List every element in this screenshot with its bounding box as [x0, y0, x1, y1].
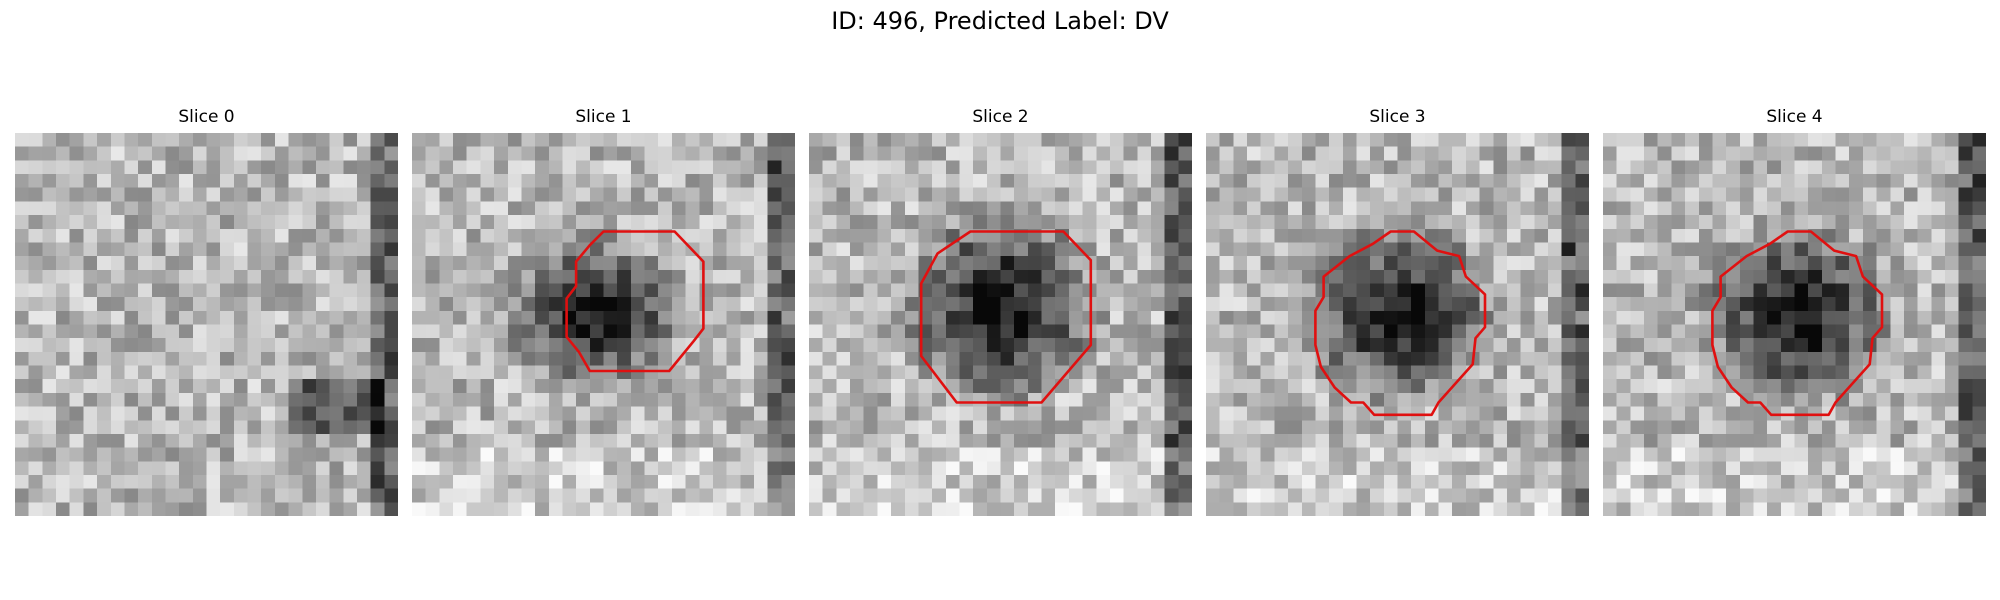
- slice-panel-2: Slice 2: [809, 107, 1192, 517]
- figure-title: ID: 496, Predicted Label: DV: [831, 7, 1169, 35]
- slice-panel-4: Slice 4: [1603, 107, 1986, 517]
- lesion-contour: [1314, 230, 1487, 417]
- slice-title: Slice 0: [178, 107, 235, 127]
- slice-image: [1206, 133, 1589, 516]
- lesion-contour: [1711, 230, 1884, 417]
- slice-image: [1603, 133, 1986, 516]
- slice-panel-3: Slice 3: [1206, 107, 1589, 517]
- slice-title: Slice 1: [575, 107, 632, 127]
- slice-image: [412, 133, 795, 516]
- slice-title: Slice 2: [972, 107, 1029, 127]
- slice-panel-1: Slice 1: [412, 107, 795, 517]
- slice-title: Slice 3: [1369, 107, 1426, 127]
- lesion-contour: [919, 230, 1093, 404]
- lesion-contour: [565, 230, 705, 373]
- slice-title: Slice 4: [1766, 107, 1823, 127]
- slice-panel-0: Slice 0: [15, 107, 398, 517]
- slice-image: [15, 133, 398, 516]
- slice-image: [809, 133, 1192, 516]
